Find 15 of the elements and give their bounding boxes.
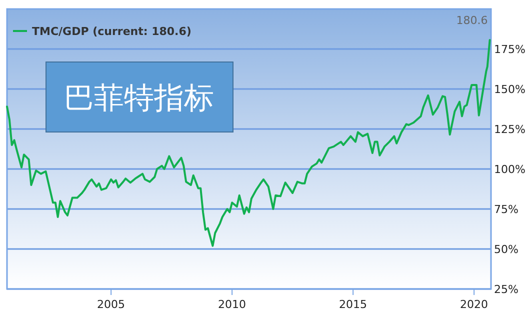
x-tick-label: 2015 (339, 298, 368, 311)
y-tick-label: 125% (494, 123, 526, 136)
y-tick-label: 50% (494, 243, 518, 256)
x-tick-label: 2020 (460, 298, 488, 311)
x-tick-label: 2005 (97, 298, 126, 311)
y-tick-label: 75% (494, 203, 518, 216)
annotation: 巴菲特指标 (64, 81, 214, 116)
y-tick-label: 150% (494, 83, 526, 96)
y-tick-label: 100% (494, 163, 526, 176)
annotation: 180.6 (456, 14, 488, 28)
x-tick-label: 2010 (218, 298, 246, 311)
y-tick-label: 25% (494, 283, 518, 296)
line-series (6, 39, 491, 247)
legend-label: TMC/GDP (current: 180.6) (32, 25, 192, 38)
y-tick-label: 175% (494, 43, 526, 56)
